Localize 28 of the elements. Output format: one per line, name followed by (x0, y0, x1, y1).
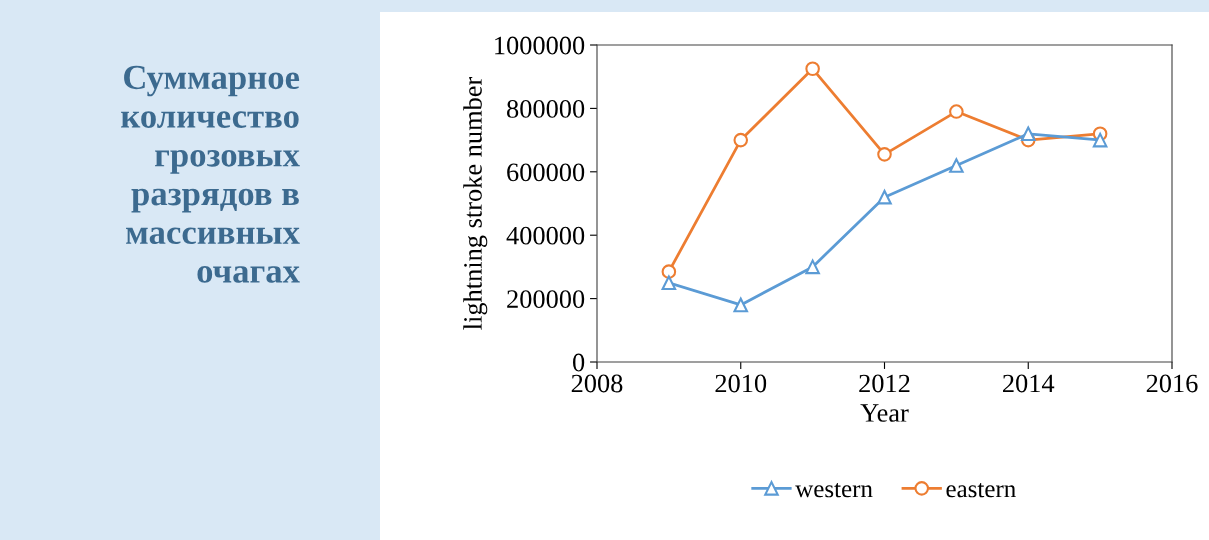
legend-label: western (795, 483, 873, 498)
x-tick-label: 2016 (1146, 374, 1198, 393)
point (733, 297, 749, 313)
y-tick-label: 400000 (506, 226, 585, 245)
point (1020, 126, 1036, 142)
x-tick-label: 2014 (1003, 374, 1055, 393)
y-tick-label: 800000 (507, 100, 585, 118)
point (733, 132, 749, 148)
point (805, 259, 820, 275)
point (1092, 132, 1108, 148)
point (949, 158, 964, 173)
point (877, 189, 892, 205)
text: Суммарное количество грозовых разрядов в массивных очагах (121, 65, 300, 283)
y-axis-title: lightning stroke number (463, 76, 488, 330)
x-tick-label: 2012 (859, 374, 910, 393)
legend-label: eastern (946, 483, 1016, 498)
x-tick-label: 2008 (571, 374, 623, 393)
x-axis-title: Year (860, 404, 909, 422)
point (661, 275, 677, 291)
point (805, 61, 820, 77)
y-tick-label: 1000000 (495, 36, 585, 55)
point (949, 104, 964, 119)
y-tick-label: 600000 (507, 163, 585, 182)
point (877, 147, 892, 162)
x-tick-label: 2010 (715, 374, 767, 393)
point (661, 264, 677, 279)
y-tick-label: 0 (573, 353, 585, 372)
y-tick-label: 200000 (507, 290, 585, 309)
